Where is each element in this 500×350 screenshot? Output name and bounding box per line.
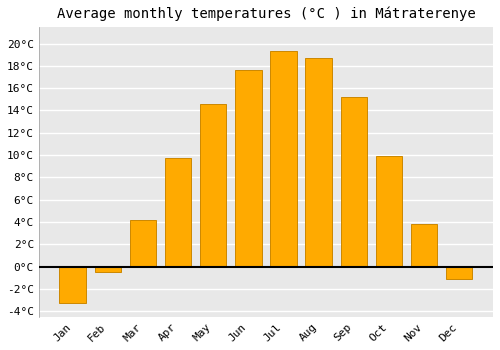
Bar <box>200 104 226 267</box>
Bar <box>165 159 191 267</box>
Bar <box>130 220 156 267</box>
Bar <box>411 224 438 267</box>
Bar <box>94 267 121 272</box>
Bar <box>270 51 296 267</box>
Bar <box>306 58 332 267</box>
Title: Average monthly temperatures (°C ) in Mátraterenye: Average monthly temperatures (°C ) in Má… <box>56 7 476 21</box>
Bar <box>60 267 86 303</box>
Bar <box>446 267 472 279</box>
Bar <box>340 97 367 267</box>
Bar <box>376 156 402 267</box>
Bar <box>235 70 262 267</box>
